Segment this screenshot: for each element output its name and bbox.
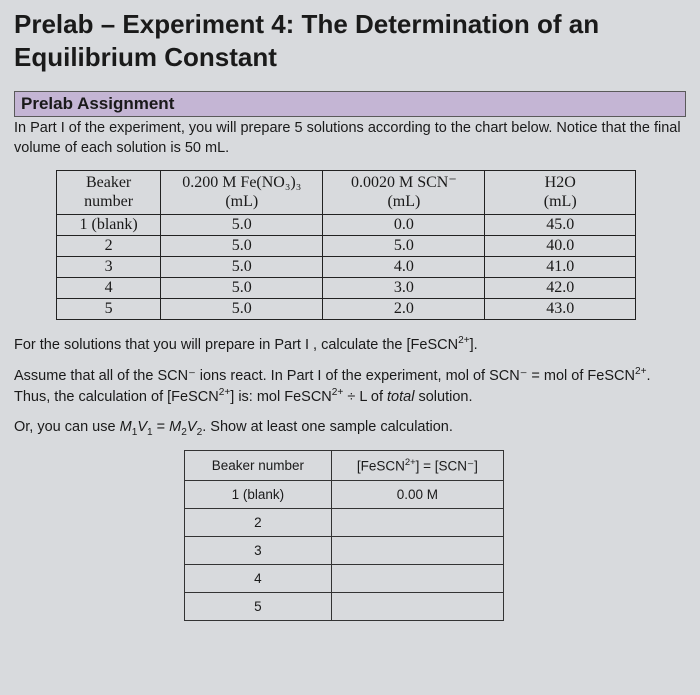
- table-row: 5: [185, 593, 504, 621]
- table-cell: 0.0: [323, 214, 485, 235]
- table-cell: 42.0: [485, 277, 636, 298]
- table-cell: 3: [57, 256, 161, 277]
- results-table-wrap: Beaker number [FeSCN2+] = [SCN⁻] 1 (blan…: [184, 450, 504, 622]
- header-feno3-line2: (mL): [165, 192, 318, 211]
- results-tbody: 1 (blank)0.00 M2345: [185, 481, 504, 621]
- table-row: 2: [185, 509, 504, 537]
- table-cell: 2: [185, 509, 332, 537]
- table-cell: 5.0: [161, 298, 323, 319]
- table-row: 3: [185, 537, 504, 565]
- table-cell: 4: [185, 565, 332, 593]
- header-scn-line1: 0.0020 M SCN⁻: [327, 173, 480, 192]
- para-mv: Or, you can use M1V1 = M2V2. Show at lea…: [14, 417, 686, 440]
- table-cell: 4.0: [323, 256, 485, 277]
- table-cell: 4: [57, 277, 161, 298]
- para-assume: Assume that all of the SCN⁻ ions react. …: [14, 365, 686, 407]
- table-cell: [331, 537, 503, 565]
- table-row: 4: [185, 565, 504, 593]
- results-table: Beaker number [FeSCN2+] = [SCN⁻] 1 (blan…: [184, 450, 504, 622]
- table-cell: 40.0: [485, 235, 636, 256]
- header-scn-line2: (mL): [327, 192, 480, 211]
- results-header-row: Beaker number [FeSCN2+] = [SCN⁻]: [185, 450, 504, 481]
- page-title: Prelab – Experiment 4: The Determination…: [14, 8, 686, 73]
- results-header-beaker: Beaker number: [185, 450, 332, 481]
- results-header-fescn: [FeSCN2+] = [SCN⁻]: [331, 450, 503, 481]
- table-row: 1 (blank)5.00.045.0: [57, 214, 636, 235]
- table-cell: [331, 509, 503, 537]
- section-header: Prelab Assignment: [14, 91, 686, 117]
- table-cell: 43.0: [485, 298, 636, 319]
- table-cell: 5.0: [161, 214, 323, 235]
- header-beaker-line2: number: [61, 192, 156, 211]
- table-cell: 5: [185, 593, 332, 621]
- header-beaker: Beaker number: [57, 171, 161, 214]
- solutions-tbody: 1 (blank)5.00.045.025.05.040.035.04.041.…: [57, 214, 636, 319]
- table-cell: 5: [57, 298, 161, 319]
- header-scn: 0.0020 M SCN⁻ (mL): [323, 171, 485, 214]
- table-cell: 1 (blank): [185, 481, 332, 509]
- table-row: 55.02.043.0: [57, 298, 636, 319]
- table-row: 25.05.040.0: [57, 235, 636, 256]
- intro-text: In Part I of the experiment, you will pr…: [14, 119, 686, 158]
- header-h2o-line2: (mL): [489, 192, 631, 211]
- solutions-table: Beaker number 0.200 M Fe(NO₃)₃ (mL) 0.00…: [56, 170, 636, 319]
- header-beaker-line1: Beaker: [61, 173, 156, 192]
- table-cell: 5.0: [161, 277, 323, 298]
- solutions-table-wrap: Beaker number 0.200 M Fe(NO₃)₃ (mL) 0.00…: [56, 170, 636, 319]
- table-cell: 41.0: [485, 256, 636, 277]
- table-cell: 0.00 M: [331, 481, 503, 509]
- header-h2o: H2O (mL): [485, 171, 636, 214]
- header-h2o-line1: H2O: [489, 173, 631, 192]
- table-cell: [331, 565, 503, 593]
- header-feno3-line1: 0.200 M Fe(NO₃)₃: [165, 173, 318, 192]
- table-cell: 1 (blank): [57, 214, 161, 235]
- table-cell: 3: [185, 537, 332, 565]
- table-cell: 45.0: [485, 214, 636, 235]
- para-calc: For the solutions that you will prepare …: [14, 334, 686, 355]
- table-cell: 5.0: [323, 235, 485, 256]
- header-feno3: 0.200 M Fe(NO₃)₃ (mL): [161, 171, 323, 214]
- table-header-row: Beaker number 0.200 M Fe(NO₃)₃ (mL) 0.00…: [57, 171, 636, 214]
- table-row: 35.04.041.0: [57, 256, 636, 277]
- table-cell: 2: [57, 235, 161, 256]
- table-row: 45.03.042.0: [57, 277, 636, 298]
- table-cell: [331, 593, 503, 621]
- table-cell: 5.0: [161, 235, 323, 256]
- table-cell: 5.0: [161, 256, 323, 277]
- table-cell: 2.0: [323, 298, 485, 319]
- table-cell: 3.0: [323, 277, 485, 298]
- table-row: 1 (blank)0.00 M: [185, 481, 504, 509]
